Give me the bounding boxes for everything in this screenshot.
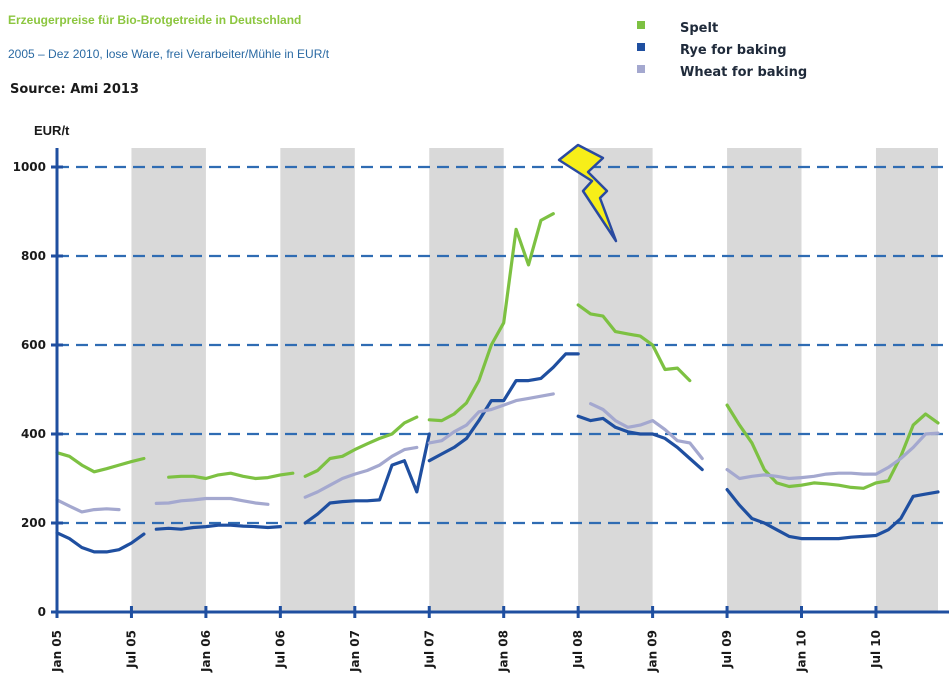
x-tick-label: Jan 09 <box>646 630 660 673</box>
series-line-segment <box>725 488 940 541</box>
lightning-bolt-icon <box>557 143 618 243</box>
x-tick-label: Jul 10 <box>869 630 883 669</box>
series-line-segment <box>576 414 704 472</box>
legend-label: Rye for baking <box>680 43 787 58</box>
series-line-segment <box>427 212 555 423</box>
x-tick-label: Jul 07 <box>422 630 436 669</box>
series-line-segment <box>427 392 555 445</box>
shaded-band-3 <box>578 148 653 612</box>
series-line-segment <box>154 523 282 531</box>
series-wheat-for-baking <box>55 392 940 514</box>
x-tick-label: Jul 08 <box>571 630 585 669</box>
x-tick-labels: Jan 05 Jul 05 Jan 06 Jul 06 Jan 07 Jul 07 Jan … <box>50 630 883 673</box>
shaded-band-2 <box>429 148 504 612</box>
series-line-segment <box>55 498 121 514</box>
series-line-segment <box>303 445 419 499</box>
legend-label: Spelt <box>680 21 718 36</box>
series-line-segment <box>55 451 146 474</box>
series-line-segment <box>154 496 270 506</box>
y-tick-label: 800 <box>21 249 46 263</box>
gridlines <box>57 165 949 525</box>
shaded-band-4 <box>727 148 802 612</box>
series-line-segment <box>725 431 940 481</box>
legend-label: Wheat for baking <box>680 65 807 80</box>
legend-swatch <box>637 21 645 29</box>
y-tick-label: 400 <box>21 427 46 441</box>
legend-swatch <box>637 65 645 73</box>
y-tick-label: 0 <box>38 605 46 619</box>
shaded-bands <box>131 148 938 612</box>
x-tick-label: Jan 07 <box>348 630 362 673</box>
y-axis-label: EUR/t <box>34 123 70 138</box>
x-tick-label: Jan 08 <box>497 630 511 673</box>
x-tick-label: Jul 09 <box>720 630 734 669</box>
series-line-segment <box>427 352 580 463</box>
chart-subtitle: 2005 – Dez 2010, lose Ware, frei Verarbe… <box>8 47 330 61</box>
series-line-segment <box>576 303 692 383</box>
legend: Spelt Rye for baking Wheat for baking <box>637 21 807 80</box>
y-tick-labels: 0 200 400 600 800 1000 <box>13 160 46 619</box>
x-tick-label: Jul 06 <box>273 630 287 669</box>
series-spelt <box>55 212 940 490</box>
x-tick-label: Jan 05 <box>50 630 64 673</box>
series-line-segment <box>588 402 704 461</box>
series-line-segment <box>303 432 431 525</box>
series-lines <box>55 212 940 554</box>
legend-swatch <box>637 43 645 51</box>
y-tick-label: 200 <box>21 516 46 530</box>
x-tick-label: Jan 06 <box>199 630 213 673</box>
axes <box>51 148 949 618</box>
y-tick-label: 1000 <box>13 160 46 174</box>
series-line-segment <box>303 415 419 478</box>
series-line-segment <box>725 403 940 490</box>
series-rye-for-baking <box>55 352 940 554</box>
y-tick-label: 600 <box>21 338 46 352</box>
chart-source: Source: Ami 2013 <box>10 82 139 97</box>
chart-title: Erzeugerpreise für Bio-Brotgetreide in D… <box>8 13 301 27</box>
shaded-band-1 <box>280 148 355 612</box>
series-line-segment <box>167 471 295 481</box>
x-tick-label: Jan 10 <box>795 630 809 673</box>
x-tick-label: Jul 05 <box>124 630 138 669</box>
shaded-band-5 <box>875 148 938 612</box>
series-line-segment <box>55 531 146 554</box>
shaded-band-0 <box>131 148 206 612</box>
